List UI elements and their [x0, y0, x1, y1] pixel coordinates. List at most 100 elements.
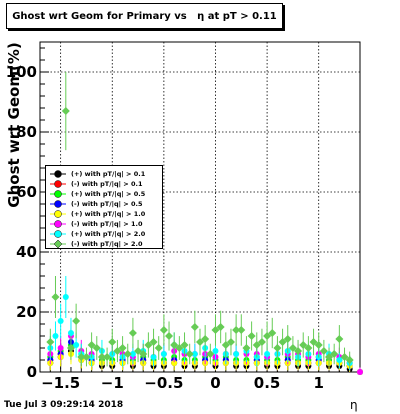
data-point: [340, 353, 349, 361]
data-point: [191, 351, 198, 357]
x-tick-label: −1.5: [41, 374, 80, 392]
legend-marker: [50, 210, 66, 218]
legend-marker: [50, 200, 66, 208]
y-tick-label: 40: [16, 243, 37, 261]
data-point: [294, 347, 303, 355]
data-point: [61, 107, 70, 115]
data-point: [309, 338, 318, 346]
data-point: [190, 323, 199, 331]
legend-entry: (+) with pT/|q| > 0.5: [46, 189, 162, 199]
legend-marker: [50, 220, 66, 228]
x-tick-label: −0.5: [144, 374, 183, 392]
legend-entry: (-) with pT/|q| > 0.1: [46, 179, 162, 189]
legend-entry: (+) with pT/|q| > 2.0: [46, 229, 162, 239]
chart-title-box: Ghost wrt Geom for Primary vs η at pT > …: [6, 3, 283, 29]
legend-label: (+) with pT/|q| > 2.0: [71, 230, 146, 238]
data-point: [72, 317, 81, 325]
data-point: [128, 329, 137, 337]
data-point: [345, 356, 354, 364]
data-point: [273, 344, 282, 352]
data-point: [221, 341, 230, 349]
legend-entry: (+) with pT/|q| > 0.1: [46, 169, 162, 179]
x-tick-label: 0.5: [254, 374, 281, 392]
data-point: [144, 341, 153, 349]
legend-marker: [50, 190, 66, 198]
data-point: [82, 353, 91, 361]
data-point: [288, 344, 297, 352]
data-point: [336, 357, 343, 363]
legend-entry: (+) with pT/|q| > 1.0: [46, 209, 162, 219]
data-point: [180, 341, 189, 349]
legend-marker: [50, 170, 66, 178]
x-tick-label: 1: [313, 374, 323, 392]
legend-label: (-) with pT/|q| > 1.0: [71, 220, 143, 228]
y-tick-label: 100: [6, 63, 37, 81]
data-point: [335, 335, 344, 343]
chart-title: Ghost wrt Geom for Primary vs η at pT > …: [12, 11, 277, 22]
legend-label: (-) with pT/|q| > 2.0: [71, 240, 143, 248]
data-point: [129, 351, 136, 357]
data-point: [52, 333, 59, 339]
data-point: [57, 345, 64, 351]
data-point: [77, 353, 86, 361]
data-point: [330, 350, 339, 358]
data-point: [175, 344, 184, 352]
data-point: [170, 341, 179, 349]
data-point: [264, 351, 271, 357]
data-point: [159, 326, 168, 334]
legend-marker: [50, 230, 66, 238]
data-point: [212, 348, 219, 354]
legend-label: (-) with pT/|q| > 0.5: [71, 200, 143, 208]
data-point: [66, 344, 75, 352]
legend-entry: (-) with pT/|q| > 1.0: [46, 219, 162, 229]
y-axis-label: Ghost wrt Geom(%): [5, 42, 23, 208]
legend: (+) with pT/|q| > 0.1 (-) with pT/|q| > 0…: [45, 165, 163, 249]
legend-marker: [50, 239, 66, 249]
data-point: [160, 351, 167, 357]
data-point: [134, 347, 143, 355]
data-point: [314, 341, 323, 349]
data-point: [149, 338, 158, 346]
data-point: [242, 344, 251, 352]
data-point: [325, 353, 334, 361]
data-point: [319, 347, 328, 355]
data-point: [103, 353, 112, 361]
legend-label: (+) with pT/|q| > 1.0: [71, 210, 146, 218]
data-point: [263, 332, 272, 340]
data-point: [216, 323, 225, 331]
data-point: [233, 351, 240, 357]
data-point: [46, 338, 55, 346]
series-7: [46, 71, 354, 369]
data-point: [57, 318, 64, 324]
data-point: [171, 360, 178, 366]
data-point: [283, 335, 292, 343]
data-point: [87, 341, 96, 349]
data-point: [226, 338, 235, 346]
y-tick-label: 80: [16, 123, 37, 141]
legend-entry: (-) with pT/|q| > 0.5: [46, 199, 162, 209]
data-point: [185, 350, 194, 358]
legend-entry: (-) with pT/|q| > 2.0: [46, 239, 162, 249]
data-point: [357, 369, 363, 375]
legend-marker: [50, 180, 66, 188]
data-point: [201, 335, 210, 343]
y-tick-label: 0: [27, 363, 37, 381]
data-point: [123, 350, 132, 358]
legend-label: (-) with pT/|q| > 0.1: [71, 180, 143, 188]
timestamp: Tue Jul 3 09:29:14 2018: [4, 400, 124, 410]
data-point: [113, 347, 122, 355]
data-point: [154, 344, 163, 352]
data-point: [92, 344, 101, 352]
data-point: [73, 342, 80, 348]
data-point: [139, 350, 148, 358]
data-point: [165, 332, 174, 340]
data-point: [237, 326, 246, 334]
data-point: [252, 341, 261, 349]
data-point: [196, 338, 204, 346]
data-point: [247, 332, 256, 340]
data-point: [108, 338, 117, 346]
data-point: [268, 329, 277, 337]
data-point: [211, 326, 220, 334]
